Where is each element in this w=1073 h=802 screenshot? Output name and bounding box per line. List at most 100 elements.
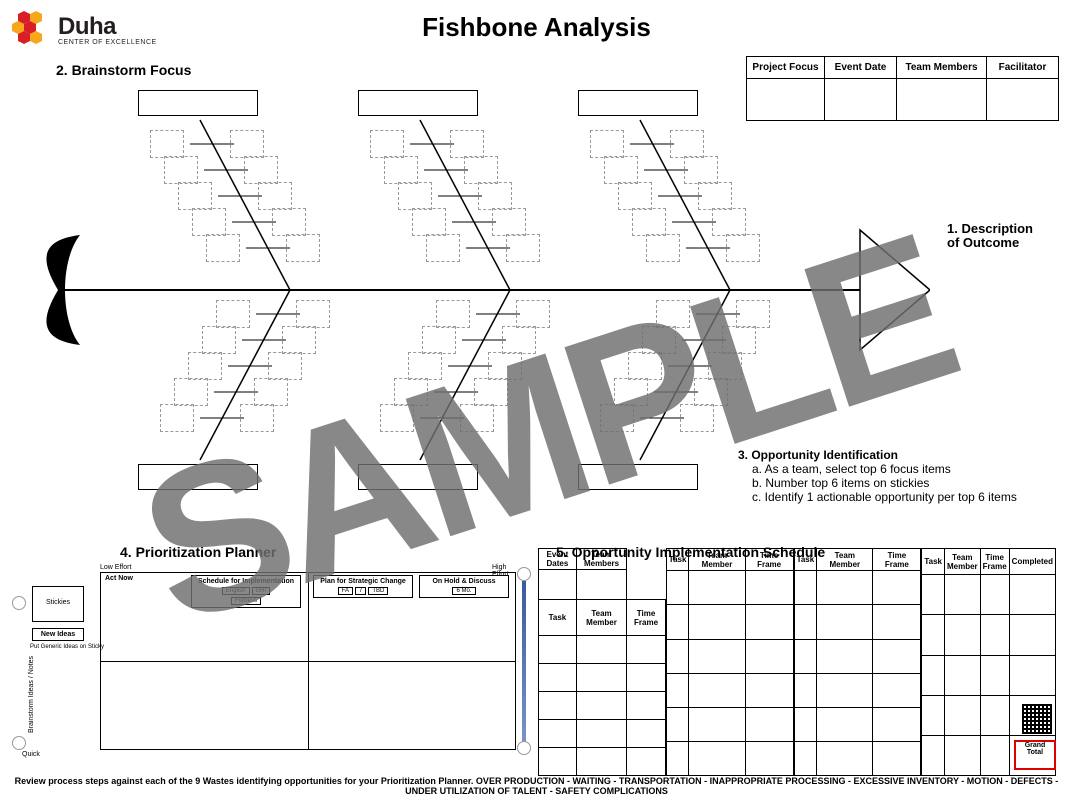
sticky-box[interactable] (174, 378, 208, 406)
sticky-box[interactable] (460, 404, 494, 432)
sticky-box[interactable] (436, 300, 470, 328)
meta-cell[interactable] (987, 79, 1059, 121)
sticky-box[interactable] (604, 156, 638, 184)
sticky-box[interactable] (726, 234, 760, 262)
sticky-box[interactable] (408, 352, 442, 380)
sticky-box[interactable] (268, 352, 302, 380)
sticky-box[interactable] (694, 378, 728, 406)
sticky-box[interactable] (628, 352, 662, 380)
sticky-box[interactable] (506, 234, 540, 262)
side-label-left: Brainstorm Ideas / Notes (28, 656, 35, 733)
sticky-box[interactable] (478, 182, 512, 210)
quadrant-act-now: Act Now (105, 575, 133, 582)
sticky-box[interactable] (656, 300, 690, 328)
sticky-box[interactable] (450, 130, 484, 158)
sticky-box[interactable] (230, 130, 264, 158)
meta-hdr-facilitator: Facilitator (987, 57, 1059, 79)
sticky-box[interactable] (244, 156, 278, 184)
tag-sixmo: 6 Mo. (452, 587, 475, 595)
section-brainstorm: 2. Brainstorm Focus (56, 62, 191, 78)
put-stickies-label: Put Generic Ideas on Sticky (30, 644, 104, 650)
sticky-box[interactable] (516, 300, 550, 328)
sticky-box[interactable] (206, 234, 240, 262)
sticky-box[interactable] (422, 326, 456, 354)
page-title: Fishbone Analysis (0, 12, 1073, 43)
sticky-box[interactable] (282, 326, 316, 354)
sticky-box[interactable] (272, 208, 306, 236)
implementation-schedule: Event DatesTeam Members TaskTeam MemberT… (538, 548, 1056, 776)
category-box[interactable] (358, 464, 478, 490)
sticky-box[interactable] (492, 208, 526, 236)
category-box[interactable] (578, 464, 698, 490)
sticky-box[interactable] (632, 208, 666, 236)
new-ideas-box: New Ideas (32, 628, 84, 641)
category-box[interactable] (578, 90, 698, 116)
sticky-box[interactable] (670, 130, 704, 158)
tag-ghi: GHI (252, 587, 271, 595)
slider-handle-bot[interactable] (517, 741, 531, 755)
sticky-box[interactable] (216, 300, 250, 328)
sticky-box[interactable] (600, 404, 634, 432)
sticky-box[interactable] (646, 234, 680, 262)
sticky-box[interactable] (370, 130, 404, 158)
sticky-box[interactable] (178, 182, 212, 210)
sticky-box[interactable] (384, 156, 418, 184)
slider-track (522, 581, 526, 743)
sticky-box[interactable] (708, 352, 742, 380)
sticky-box[interactable] (488, 352, 522, 380)
sticky-box[interactable] (590, 130, 624, 158)
sticky-box[interactable] (684, 156, 718, 184)
sticky-box[interactable] (722, 326, 756, 354)
sticky-box[interactable] (412, 208, 446, 236)
sticky-box[interactable] (258, 182, 292, 210)
sticky-box[interactable] (202, 326, 236, 354)
schedule-block-1: Event DatesTeam Members TaskTeam MemberT… (538, 548, 666, 776)
sticky-box[interactable] (398, 182, 432, 210)
sticky-box[interactable] (474, 378, 508, 406)
category-box[interactable] (138, 90, 258, 116)
hole-icon (12, 736, 26, 750)
tag-fortress: Fortress (231, 597, 261, 605)
fishbone-diagram (30, 90, 930, 490)
sticky-box[interactable] (160, 404, 194, 432)
outcome-label: 1. Description of Outcome (947, 222, 1037, 251)
sticky-box[interactable] (164, 156, 198, 184)
stickies-box[interactable]: Stickies (32, 586, 84, 622)
schedule-block-2: TaskTeam MemberTime Frame (666, 548, 794, 776)
sticky-box[interactable] (698, 182, 732, 210)
meta-hdr-date: Event Date (825, 57, 897, 79)
sticky-box[interactable] (464, 156, 498, 184)
opportunity-hdr: 3. Opportunity Identification (738, 448, 1058, 462)
footer-text: Review process steps against each of the… (0, 776, 1073, 796)
sticky-box[interactable] (296, 300, 330, 328)
opp-item: b. Number top 6 items on stickies (752, 476, 1058, 490)
tag-tbd: TBD (368, 587, 388, 595)
opp-item: c. Identify 1 actionable opportunity per… (752, 490, 1058, 504)
slider-handle-top[interactable] (517, 567, 531, 581)
sticky-box[interactable] (618, 182, 652, 210)
sticky-box[interactable] (254, 378, 288, 406)
qr-code-icon (1022, 704, 1052, 734)
sticky-box[interactable] (188, 352, 222, 380)
category-box[interactable] (138, 464, 258, 490)
sticky-box[interactable] (240, 404, 274, 432)
sticky-box[interactable] (680, 404, 714, 432)
meta-hdr-focus: Project Focus (747, 57, 825, 79)
category-box[interactable] (358, 90, 478, 116)
opp-item: a. As a team, select top 6 focus items (752, 462, 1058, 476)
sticky-box[interactable] (394, 378, 428, 406)
low-effort-label: Low Effort (100, 564, 131, 571)
sticky-box[interactable] (192, 208, 226, 236)
sticky-box[interactable] (150, 130, 184, 158)
tag-fa: FA (338, 587, 353, 595)
opportunity-box: 3. Opportunity Identification a. As a te… (738, 448, 1058, 504)
hole-icon (12, 596, 26, 610)
sticky-box[interactable] (614, 378, 648, 406)
sticky-box[interactable] (712, 208, 746, 236)
sticky-box[interactable] (286, 234, 320, 262)
sticky-box[interactable] (736, 300, 770, 328)
sticky-box[interactable] (380, 404, 414, 432)
sticky-box[interactable] (642, 326, 676, 354)
sticky-box[interactable] (426, 234, 460, 262)
sticky-box[interactable] (502, 326, 536, 354)
